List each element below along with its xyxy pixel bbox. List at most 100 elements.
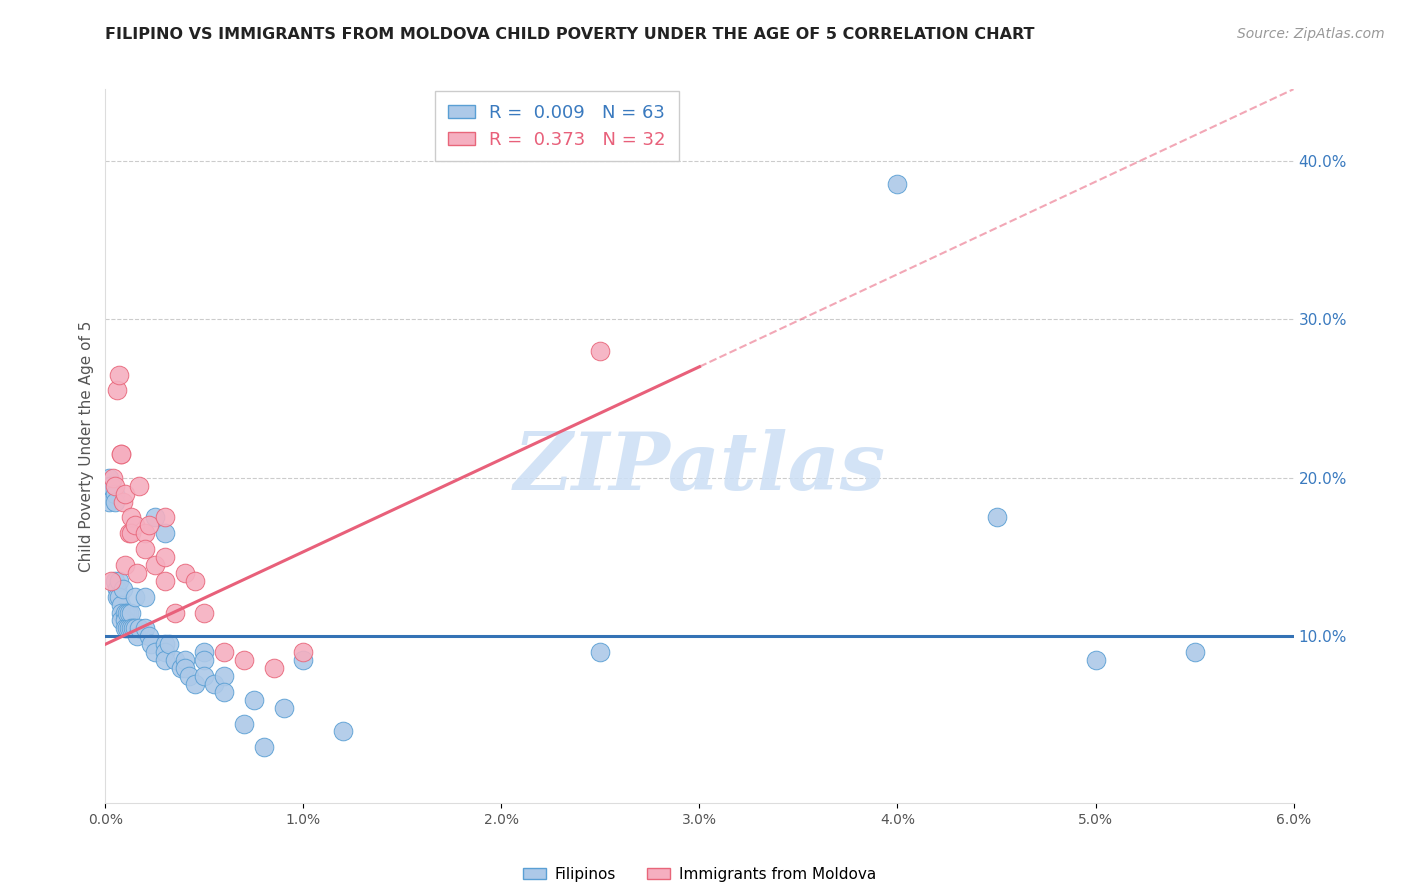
Point [112,494,135,508]
Point [183,574,205,588]
Point [128,478,150,492]
Point [98,494,121,508]
Point [118,621,141,635]
Point [143,510,166,524]
Point [193,669,215,683]
Point [120,510,142,524]
Point [138,629,160,643]
Point [589,343,612,358]
Point [127,566,149,580]
Point [134,542,156,557]
Point [170,661,193,675]
Point [120,621,142,635]
Point [214,669,236,683]
Point [110,447,132,461]
Point [153,574,176,588]
Legend: R =  0.009   N = 63, R =  0.373   N = 32: R = 0.009 N = 63, R = 0.373 N = 32 [436,91,679,161]
Point [163,653,186,667]
Point [108,368,131,382]
Point [153,510,176,524]
Point [173,653,195,667]
Point [233,716,256,731]
Point [104,494,127,508]
Point [202,677,225,691]
Point [98,471,121,485]
Point [292,645,315,659]
Point [886,178,908,192]
Point [100,574,122,588]
Point [110,598,132,612]
Point [127,629,149,643]
Point [153,653,176,667]
Point [183,677,205,691]
Point [104,486,127,500]
Point [124,590,146,604]
Point [114,558,136,572]
Point [214,685,236,699]
Point [193,606,215,620]
Point [115,621,138,635]
Point [105,384,128,398]
Point [98,478,121,492]
Point [115,606,138,620]
Point [104,574,127,588]
Point [589,645,612,659]
Point [193,653,215,667]
Point [253,740,276,755]
Point [114,606,136,620]
Text: FILIPINO VS IMMIGRANTS FROM MOLDOVA CHILD POVERTY UNDER THE AGE OF 5 CORRELATION: FILIPINO VS IMMIGRANTS FROM MOLDOVA CHIL… [105,27,1035,42]
Point [118,526,141,541]
Point [143,558,166,572]
Point [134,590,156,604]
Point [108,590,131,604]
Point [153,526,176,541]
Point [105,590,128,604]
Point [110,606,132,620]
Point [124,621,146,635]
Point [153,549,176,564]
Point [110,614,132,628]
Point [103,471,125,485]
Point [108,574,131,588]
Point [173,661,195,675]
Point [1084,653,1107,667]
Point [122,621,145,635]
Point [114,614,136,628]
Point [157,637,180,651]
Point [114,621,136,635]
Point [193,645,215,659]
Point [118,606,141,620]
Point [233,653,256,667]
Point [163,606,186,620]
Point [332,724,354,739]
Point [104,478,127,492]
Point [124,518,146,533]
Point [1184,645,1206,659]
Point [120,526,142,541]
Point [139,637,162,651]
Point [273,700,295,714]
Text: Source: ZipAtlas.com: Source: ZipAtlas.com [1237,27,1385,41]
Point [177,669,200,683]
Point [214,645,236,659]
Point [143,645,166,659]
Point [120,606,142,620]
Point [138,518,160,533]
Point [105,582,128,596]
Point [112,582,135,596]
Point [986,510,1008,524]
Point [128,621,150,635]
Point [173,566,195,580]
Point [292,653,315,667]
Point [114,486,136,500]
Text: ZIPatlas: ZIPatlas [513,429,886,506]
Point [100,478,122,492]
Point [153,645,176,659]
Point [153,637,176,651]
Y-axis label: Child Poverty Under the Age of 5: Child Poverty Under the Age of 5 [79,320,94,572]
Point [110,447,132,461]
Point [243,692,266,706]
Point [263,661,285,675]
Point [134,621,156,635]
Point [134,526,156,541]
